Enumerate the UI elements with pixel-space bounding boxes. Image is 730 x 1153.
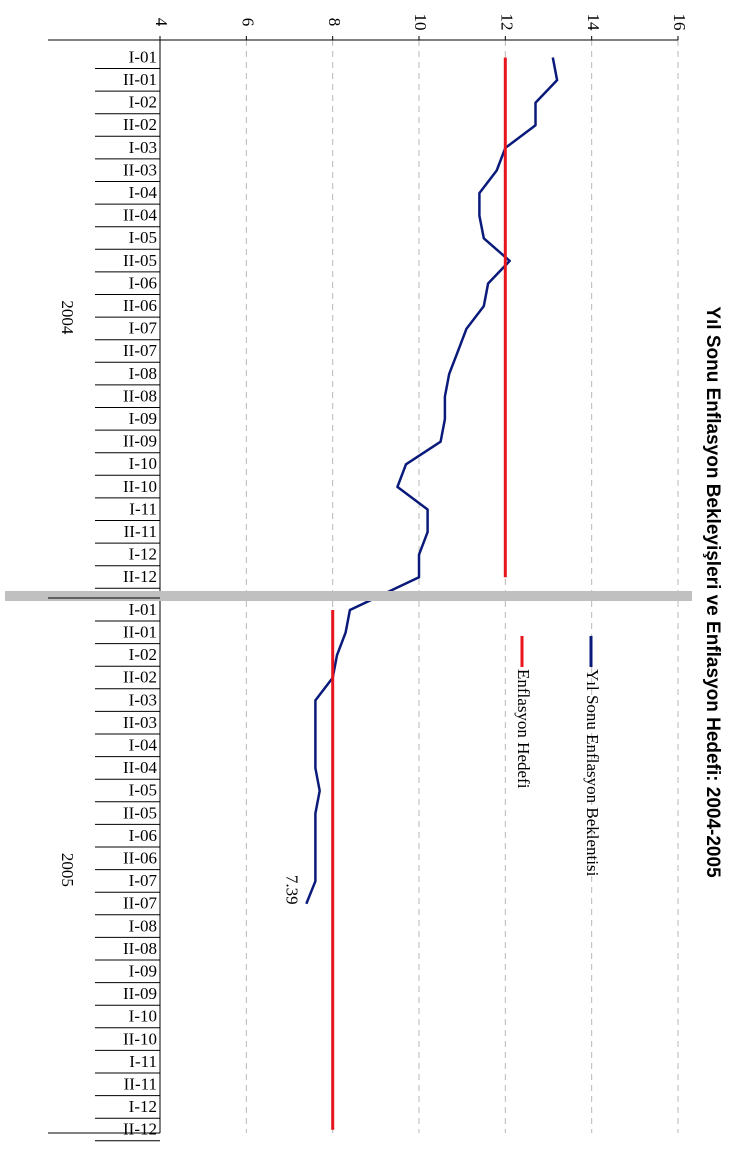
category-label: I-09 [129, 962, 157, 981]
category-label: I-08 [129, 916, 157, 935]
chart-title: Yıl Sonu Enflasyon Bekleyişleri ve Enfla… [702, 306, 723, 878]
category-label: I-02 [129, 645, 157, 664]
category-label: II-06 [123, 849, 157, 868]
tick-label: 8 [325, 18, 344, 27]
category-label: I-02 [129, 93, 157, 112]
category-label: II-10 [123, 1029, 157, 1048]
tick-label: 12 [497, 13, 516, 30]
category-label: II-12 [123, 567, 157, 586]
year-label: 2004 [58, 300, 77, 335]
legend-label: Yıl Sonu Enflasyon Beklentisi [583, 669, 602, 877]
category-label: I-05 [129, 228, 157, 247]
category-label: I-12 [129, 1097, 157, 1116]
category-label: I-06 [129, 273, 157, 292]
category-label: II-04 [123, 206, 157, 225]
category-label: I-03 [129, 690, 157, 709]
category-label: II-11 [124, 1075, 157, 1094]
category-label: I-07 [129, 871, 158, 890]
category-label: I-12 [129, 545, 157, 564]
category-label: I-01 [129, 47, 157, 66]
category-label: I-09 [129, 409, 157, 428]
tick-label: 14 [584, 14, 603, 32]
category-label: I-04 [129, 736, 158, 755]
year-label: 2005 [58, 853, 77, 887]
category-label: I-06 [129, 826, 157, 845]
grid-layer [245, 40, 679, 1133]
category-label: I-05 [129, 781, 157, 800]
series-layer [5, 57, 692, 1130]
category-label: II-01 [123, 623, 157, 642]
labels-layer: I-01 II-01 I-02 II-02 I-03 II-03 I-04 II-04 I-05… [48, 47, 301, 1142]
category-label: II-12 [123, 1120, 157, 1139]
category-label: II-08 [123, 386, 157, 405]
category-label: II-04 [123, 758, 157, 777]
tick-label: 10 [411, 14, 430, 31]
axis-layer: 4 6 8 10 12 14 16 [48, 13, 689, 1133]
category-label: II-03 [123, 713, 157, 732]
category-label: I-03 [129, 138, 157, 157]
category-label: II-08 [123, 939, 157, 958]
tick-label: 6 [238, 18, 257, 27]
series-line [331, 57, 507, 1130]
tick-label: 16 [670, 14, 689, 31]
category-label: II-06 [123, 296, 157, 315]
category-label: I-07 [129, 319, 158, 338]
category-label: II-03 [123, 160, 157, 179]
category-label: I-10 [129, 454, 157, 473]
category-label: II-01 [123, 70, 157, 89]
category-label: II-02 [123, 115, 157, 134]
category-label: I-01 [129, 600, 157, 619]
category-label: I-11 [129, 499, 157, 518]
title-layer: Yıl Sonu Enflasyon Bekleyişleri ve Enfla… [702, 306, 723, 878]
category-label: I-10 [129, 1007, 157, 1026]
tick-label: 4 [152, 18, 171, 27]
series-line [305, 57, 559, 905]
category-label: II-07 [123, 894, 157, 913]
category-label: II-10 [123, 477, 157, 496]
category-label: I-08 [129, 364, 157, 383]
category-label: II-02 [123, 668, 157, 687]
category-label: II-09 [123, 984, 157, 1003]
category-label: II-05 [123, 803, 157, 822]
data-label: 7.39 [282, 875, 301, 905]
category-label: II-11 [124, 522, 157, 541]
category-label: II-09 [123, 432, 157, 451]
legend-layer: Yıl Sonu Enflasyon Beklentisi Enflasyon H… [514, 636, 602, 877]
legend-label: Enflasyon Hedefi [514, 669, 533, 789]
category-label: II-07 [123, 341, 157, 360]
category-label: I-04 [129, 183, 158, 202]
category-label: II-05 [123, 251, 157, 270]
category-label: I-11 [129, 1052, 157, 1071]
